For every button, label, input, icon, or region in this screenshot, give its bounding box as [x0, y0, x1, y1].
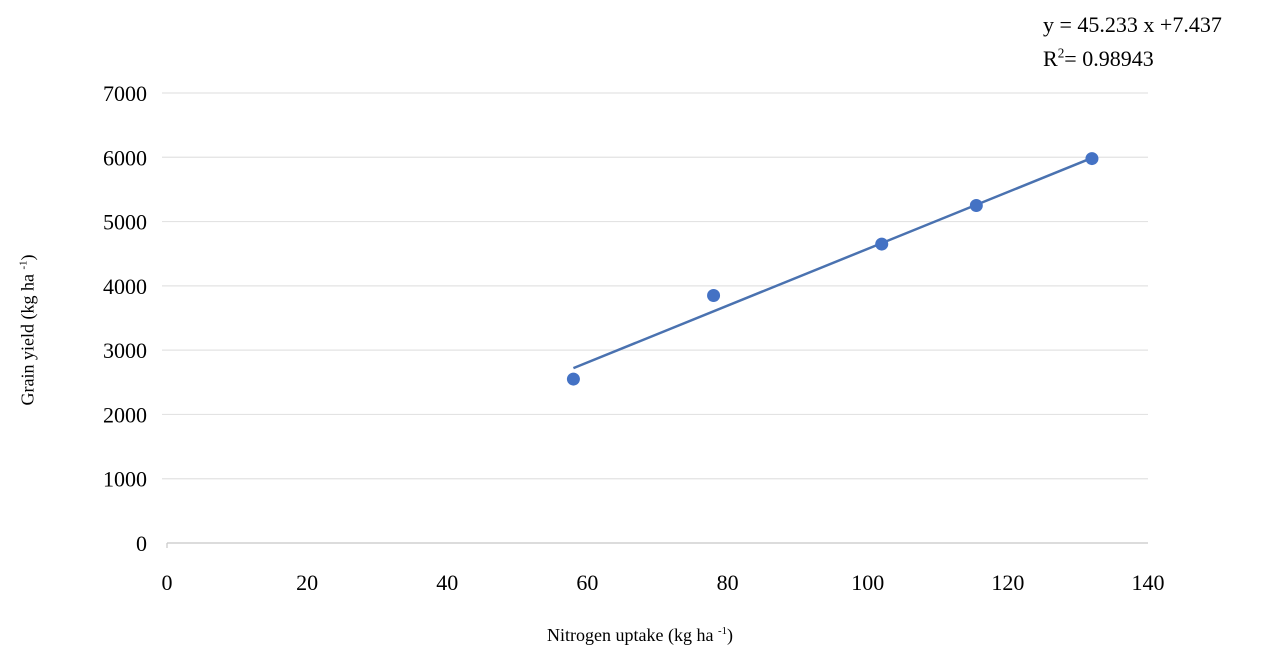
- y-tick-label-2000: 2000: [103, 402, 147, 427]
- x-tick-labels: 0 20 40 60 80 100 120 140: [162, 570, 1165, 595]
- x-tick-label-80: 80: [717, 570, 739, 595]
- data-point-4: [969, 199, 983, 212]
- x-axis-label-text: Nitrogen uptake (kg ha: [547, 625, 714, 645]
- data-point-1: [566, 372, 580, 386]
- axes: [166, 542, 1148, 548]
- x-tick-label-60: 60: [576, 570, 598, 595]
- trendline-equation: y = 45.233 x +7.437: [1043, 12, 1222, 37]
- x-tick-label-120: 120: [991, 570, 1024, 595]
- grid-lines: [162, 92, 1148, 480]
- data-point-5: [1085, 152, 1099, 166]
- x-tick-label-20: 20: [296, 570, 318, 595]
- x-tick-label-40: 40: [436, 570, 458, 595]
- y-tick-label-5000: 5000: [103, 210, 147, 235]
- y-tick-label-6000: 6000: [103, 145, 147, 170]
- x-axis-label-exponent: -1: [717, 625, 727, 637]
- trendline-group: [572, 156, 1093, 370]
- y-tick-label-7000: 7000: [103, 81, 147, 106]
- r2-value: = 0.98943: [1064, 46, 1154, 71]
- x-tick-label-140: 140: [1132, 570, 1165, 595]
- x-axis-label: Nitrogen uptake (kg ha -1): [547, 625, 733, 645]
- y-tick-label-3000: 3000: [103, 338, 147, 363]
- y-axis-label: Grain yield (kg ha -1): [17, 254, 38, 406]
- data-point-2: [707, 289, 721, 302]
- data-points: [566, 152, 1099, 386]
- y-axis-label-text: Grain yield (kg ha: [17, 274, 38, 406]
- r2-prefix: R: [1043, 46, 1058, 71]
- data-point-3: [875, 237, 889, 251]
- y-tick-label-0: 0: [136, 531, 147, 556]
- trendline: [572, 156, 1093, 370]
- y-tick-label-1000: 1000: [103, 467, 147, 492]
- x-tick-label-100: 100: [851, 570, 884, 595]
- y-axis-label-exponent: -1: [17, 260, 30, 270]
- y-tick-label-4000: 4000: [103, 274, 147, 299]
- r2-exponent: 2: [1057, 45, 1065, 61]
- r-squared-label: R2= 0.98943: [1043, 46, 1154, 72]
- x-tick-label-0: 0: [162, 570, 173, 595]
- y-tick-labels: 0 1000 2000 3000 4000 5000 6000 7000: [103, 81, 147, 556]
